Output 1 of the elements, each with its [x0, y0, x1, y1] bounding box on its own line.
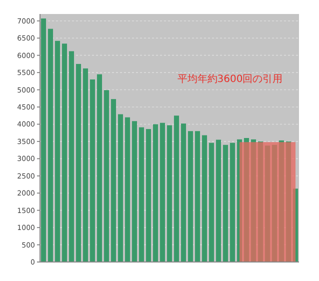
annotation: 平均年約3600回の引用 [177, 73, 283, 85]
